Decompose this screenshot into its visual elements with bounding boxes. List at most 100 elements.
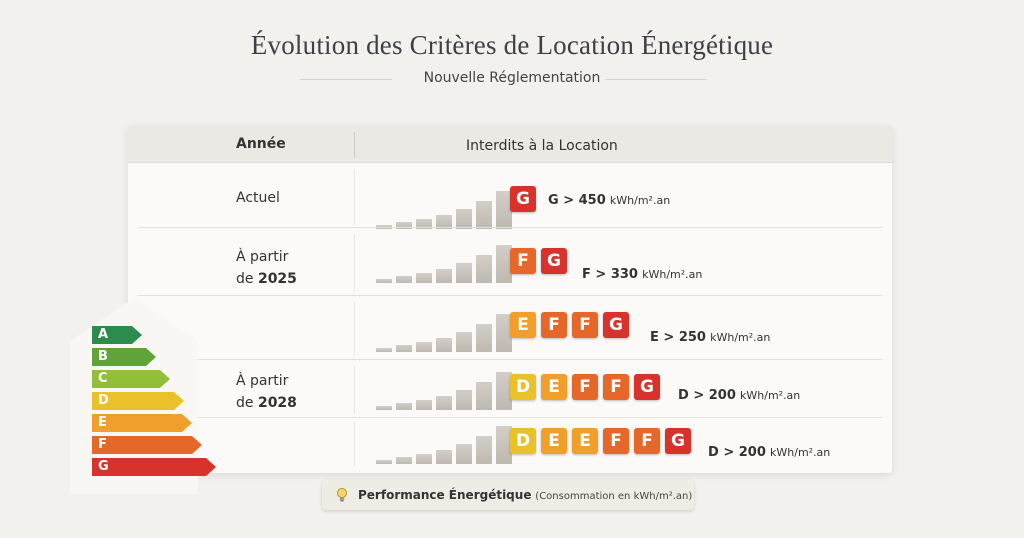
consumption-bar [396, 222, 412, 229]
consumption-bar [436, 396, 452, 410]
consumption-bar [456, 263, 472, 283]
regulation-table: Année Interdits à la Location Actuel G G… [128, 126, 892, 473]
consumption-bars [376, 314, 512, 352]
table-row: Actuel G G > 450 kWh/m².an [128, 163, 892, 229]
grade-badge-g: G [634, 374, 660, 400]
consumption-bar [476, 436, 492, 464]
consumption-bars [376, 426, 512, 464]
row-divider [138, 295, 882, 296]
scale-arrow-e: E [92, 414, 192, 432]
consumption-bar [396, 276, 412, 283]
grade-badge-e: E [510, 312, 536, 338]
page-title: Évolution des Critères de Location Énerg… [250, 30, 774, 60]
consumption-bar [456, 332, 472, 352]
consumption-bar [496, 426, 512, 464]
lightbulb-icon [336, 487, 348, 502]
row-divider [138, 359, 882, 360]
header-divider [354, 132, 355, 158]
consumption-bar [376, 348, 392, 352]
consumption-bar [496, 372, 512, 410]
grade-badge-g: G [665, 428, 691, 454]
column-divider [354, 302, 355, 356]
consumption-bar [376, 279, 392, 283]
row-divider [138, 227, 882, 228]
grade-badge-f: F [603, 374, 629, 400]
column-divider [354, 234, 355, 292]
subtitle-divider-right [606, 79, 706, 80]
grade-badge-f: F [510, 248, 536, 274]
row-divider [138, 417, 882, 418]
scale-arrow-g: G [92, 458, 216, 476]
consumption-bar [416, 454, 432, 464]
consumption-bar [436, 338, 452, 352]
column-header-year: Année [236, 136, 286, 152]
table-header: Année Interdits à la Location [128, 126, 892, 163]
consumption-bar [476, 324, 492, 352]
legend-label: Performance Énergétique (Consommation en… [358, 488, 693, 502]
consumption-bar [496, 245, 512, 283]
grade-badge-e: E [541, 374, 567, 400]
consumption-bar [456, 390, 472, 410]
threshold-label: F > 330 kWh/m².an [582, 267, 703, 282]
grade-badge-d: D [510, 428, 536, 454]
consumption-bars [376, 245, 512, 283]
consumption-bars [376, 191, 512, 229]
grade-badge-e: E [541, 428, 567, 454]
consumption-bar [396, 345, 412, 352]
scale-arrow-d: D [92, 392, 184, 410]
consumption-bar [436, 269, 452, 283]
consumption-bar [416, 273, 432, 283]
row-label: Actuel [236, 190, 280, 206]
column-divider [354, 366, 355, 414]
threshold-label: D > 200 kWh/m².an [678, 388, 801, 403]
consumption-bar [436, 215, 452, 229]
consumption-bar [456, 209, 472, 229]
column-divider [354, 422, 355, 466]
grade-badge-g: G [510, 186, 536, 212]
banned-grades: G [510, 186, 536, 212]
consumption-bar [496, 314, 512, 352]
scale-arrow-f: F [92, 436, 202, 454]
consumption-bar [376, 460, 392, 464]
consumption-bar [416, 342, 432, 352]
consumption-bar [376, 406, 392, 410]
threshold-label: D > 200 kWh/m².an [708, 445, 831, 460]
threshold-label: G > 450 kWh/m².an [548, 193, 671, 208]
subtitle-divider-left [300, 79, 392, 80]
consumption-bar [476, 382, 492, 410]
legend: Performance Énergétique (Consommation en… [322, 480, 694, 510]
row-label: À partir de 2028 [236, 373, 297, 411]
grade-badge-g: G [603, 312, 629, 338]
consumption-bar [436, 450, 452, 464]
row-label: À partir de 2025 [236, 249, 297, 287]
column-divider [354, 169, 355, 225]
consumption-bar [476, 201, 492, 229]
consumption-bar [396, 457, 412, 464]
consumption-bar [416, 219, 432, 229]
grade-badge-d: D [510, 374, 536, 400]
consumption-bar [396, 403, 412, 410]
consumption-bar [476, 255, 492, 283]
page-subtitle: Nouvelle Réglementation [423, 70, 601, 86]
grade-badge-f: F [541, 312, 567, 338]
grade-badge-f: F [603, 428, 629, 454]
grade-badge-e: E [572, 428, 598, 454]
scale-arrow-c: C [92, 370, 170, 388]
threshold-label: E > 250 kWh/m².an [650, 330, 771, 345]
scale-arrow-b: B [92, 348, 156, 366]
grade-badge-f: F [572, 374, 598, 400]
consumption-bar [416, 400, 432, 410]
scale-arrow-a: A [92, 326, 142, 344]
grade-badge-f: F [572, 312, 598, 338]
consumption-bars [376, 372, 512, 410]
grade-badge-g: G [541, 248, 567, 274]
consumption-bar [456, 444, 472, 464]
